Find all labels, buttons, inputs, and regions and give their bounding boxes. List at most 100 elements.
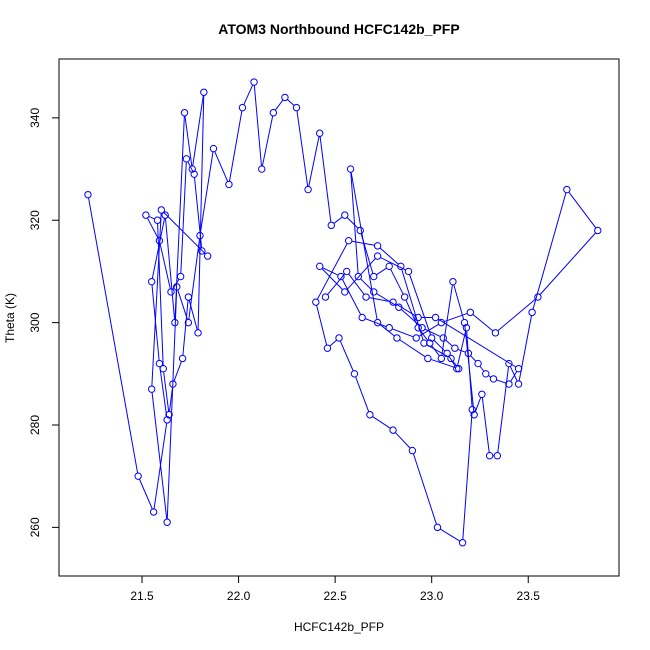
data-point xyxy=(163,518,171,526)
series-segment xyxy=(174,115,185,320)
data-point xyxy=(358,313,366,322)
x-tick-label: 22.5 xyxy=(323,589,347,603)
series-segment xyxy=(453,284,465,320)
data-point xyxy=(225,180,233,189)
series-segment xyxy=(539,232,596,295)
data-point xyxy=(389,298,397,306)
series-segment xyxy=(346,217,359,229)
series-segment xyxy=(286,99,295,106)
data-point xyxy=(397,262,405,271)
data-point xyxy=(190,170,198,178)
data-point xyxy=(431,313,440,322)
data-point xyxy=(408,446,417,455)
data-point xyxy=(312,298,320,306)
series-segment xyxy=(430,358,456,369)
series-segment xyxy=(253,85,262,166)
series-segment xyxy=(333,216,343,224)
data-point xyxy=(433,523,442,532)
series-segment xyxy=(364,318,387,328)
data-point xyxy=(489,375,498,383)
data-point xyxy=(451,344,459,352)
data-point xyxy=(171,318,179,327)
data-point xyxy=(315,129,324,137)
data-point xyxy=(209,144,218,153)
data-point xyxy=(335,334,343,342)
data-point xyxy=(269,109,278,117)
series-segment xyxy=(444,312,468,323)
data-point xyxy=(341,288,349,296)
series-segment xyxy=(166,289,178,520)
series-segment xyxy=(308,136,320,187)
data-point xyxy=(389,426,397,434)
data-point xyxy=(395,303,403,311)
series-segment xyxy=(457,348,466,353)
data-point xyxy=(437,354,446,363)
series-points xyxy=(84,78,602,547)
series-segment xyxy=(329,339,337,347)
data-point xyxy=(198,247,206,255)
series-segment xyxy=(197,95,205,330)
data-point xyxy=(203,252,212,260)
data-point xyxy=(178,354,187,363)
series-segment xyxy=(316,243,348,300)
data-point xyxy=(373,242,382,250)
series-segment xyxy=(409,274,432,336)
data-point xyxy=(161,211,169,219)
series-segment xyxy=(322,267,339,276)
series-segment xyxy=(457,330,467,366)
series-segment xyxy=(296,110,309,187)
y-tick-label: 300 xyxy=(28,312,42,332)
series-segment xyxy=(380,257,406,271)
series-segment xyxy=(355,376,370,412)
chart-title: ATOM3 Northbound HCFC142b_PFP xyxy=(218,21,459,37)
data-point xyxy=(337,272,345,281)
data-point xyxy=(356,226,364,235)
data-point xyxy=(159,364,167,373)
data-point xyxy=(184,293,193,301)
series-segment xyxy=(146,217,159,239)
series-segment xyxy=(431,345,440,357)
data-point xyxy=(304,185,312,194)
data-point xyxy=(424,354,432,363)
data-point xyxy=(321,293,330,301)
series-segment xyxy=(401,269,424,341)
series-segment xyxy=(433,339,446,352)
data-point xyxy=(362,293,370,301)
series-segment xyxy=(470,355,477,362)
data-point xyxy=(458,539,467,547)
data-point xyxy=(315,262,324,271)
series-segment xyxy=(274,99,284,111)
data-point xyxy=(439,334,447,342)
data-point xyxy=(449,277,457,286)
data-point xyxy=(350,370,359,378)
series-segment xyxy=(424,328,441,338)
series-segment xyxy=(462,412,473,540)
series-segment xyxy=(372,416,391,429)
series-segment xyxy=(369,297,391,303)
data-point xyxy=(188,165,196,173)
data-point xyxy=(292,103,301,112)
data-point xyxy=(84,190,92,199)
data-point xyxy=(404,267,413,276)
data-point xyxy=(155,237,164,245)
data-point xyxy=(528,308,536,317)
data-point xyxy=(594,226,602,235)
y-tick-label: 280 xyxy=(28,415,42,435)
data-point xyxy=(474,359,482,368)
data-point xyxy=(182,155,191,163)
data-point xyxy=(373,318,382,327)
series-segment xyxy=(509,366,518,382)
data-point xyxy=(514,364,523,373)
series-segment xyxy=(148,215,155,220)
x-axis: 21.5 22.0 22.5 23.0 23.5 xyxy=(130,575,540,603)
series-segment xyxy=(193,177,203,248)
data-point xyxy=(420,339,428,347)
data-point xyxy=(466,308,475,317)
series-segment xyxy=(496,379,507,384)
data-point xyxy=(370,288,378,296)
series-segment xyxy=(399,339,426,358)
series-segment xyxy=(188,238,201,320)
series-segment xyxy=(394,432,411,449)
series-segment xyxy=(151,213,162,386)
series-segment xyxy=(472,314,494,332)
